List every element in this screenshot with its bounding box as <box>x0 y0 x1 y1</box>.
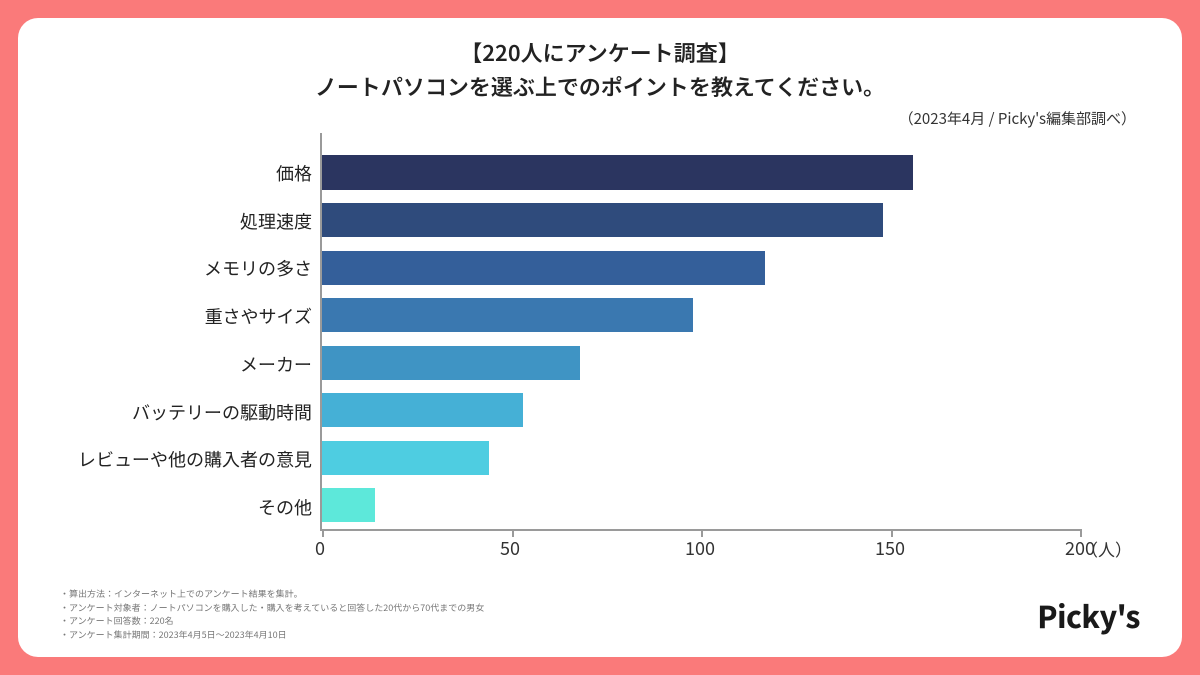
bar <box>322 298 693 332</box>
plot-area <box>320 133 1080 531</box>
y-axis-label: メモリの多さ <box>204 255 312 281</box>
bar <box>322 203 883 237</box>
bar-chart: 価格処理速度メモリの多さ重さやサイズメーカーバッテリーの駆動時間レビューや他の購… <box>60 133 1140 583</box>
y-axis-label: 価格 <box>276 160 312 186</box>
card: 【220人にアンケート調査】 ノートパソコンを選ぶ上でのポイントを教えてください… <box>18 18 1182 657</box>
footnote-line: アンケート回答数：220名 <box>60 614 1140 628</box>
bar <box>322 346 580 380</box>
title-line-1: 【220人にアンケート調査】 <box>60 36 1140 68</box>
x-tick-label: 150 <box>875 535 905 561</box>
bar <box>322 155 913 189</box>
y-axis-label: 重さやサイズ <box>205 303 312 329</box>
bar <box>322 251 765 285</box>
bar <box>322 488 375 522</box>
source-line: （2023年4月 / Picky's編集部調べ） <box>60 108 1140 129</box>
y-axis-label: レビューや他の購入者の意見 <box>78 446 312 472</box>
footnote-line: 算出方法：インターネット上でのアンケート結果を集計。 <box>60 587 1140 601</box>
title-block: 【220人にアンケート調査】 ノートパソコンを選ぶ上でのポイントを教えてください… <box>60 36 1140 102</box>
bar <box>322 441 489 475</box>
y-axis-label: その他 <box>258 494 312 520</box>
x-tick-label: 200 <box>1065 535 1095 561</box>
y-axis-label: 処理速度 <box>240 208 312 234</box>
y-axis-label: メーカー <box>240 351 312 377</box>
y-axis-label: バッテリーの駆動時間 <box>132 399 312 425</box>
bar <box>322 393 523 427</box>
x-tick-label: 50 <box>500 535 520 561</box>
footnote-line: アンケート対象者：ノートパソコンを購入した・購入を考えていると回答した20代から… <box>60 601 1140 615</box>
x-tick-label: 0 <box>315 535 325 561</box>
footnote-line: アンケート集計期間：2023年4月5日〜2023年4月10日 <box>60 628 1140 642</box>
x-tick-label: 100 <box>685 535 715 561</box>
title-line-2: ノートパソコンを選ぶ上でのポイントを教えてください。 <box>60 70 1140 102</box>
footnotes: 算出方法：インターネット上でのアンケート結果を集計。アンケート対象者：ノートパソ… <box>60 587 1140 641</box>
y-axis-labels: 価格処理速度メモリの多さ重さやサイズメーカーバッテリーの駆動時間レビューや他の購… <box>60 133 312 531</box>
logo: Picky's <box>1037 593 1140 637</box>
